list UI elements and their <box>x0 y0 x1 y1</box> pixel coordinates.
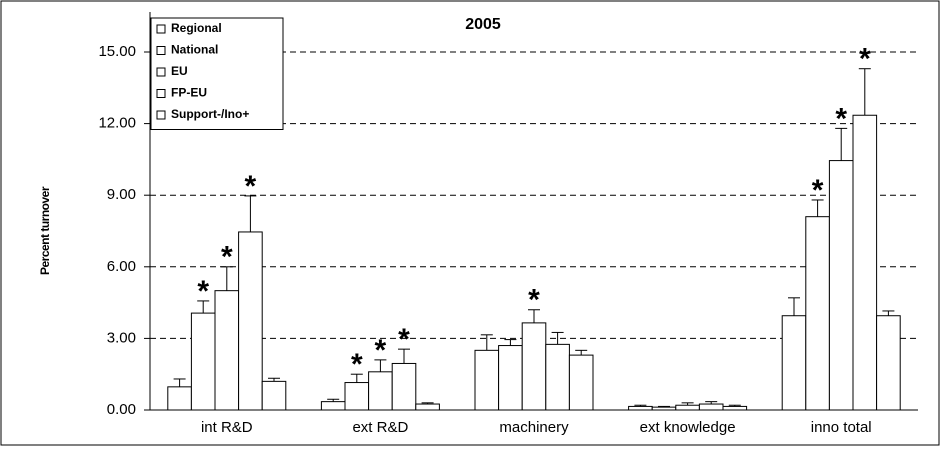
bar <box>238 231 263 411</box>
legend-label: Regional <box>171 21 222 35</box>
y-tick-label: 9.00 <box>107 186 136 203</box>
legend-swatch <box>156 110 166 120</box>
significance-mark: * <box>398 323 410 356</box>
significance-mark: * <box>859 43 871 76</box>
bar <box>415 403 440 411</box>
legend-swatch <box>156 89 166 98</box>
significance-mark: * <box>835 102 847 135</box>
legend-swatch <box>156 24 166 34</box>
bar <box>698 403 724 411</box>
significance-mark: * <box>351 348 363 381</box>
chart-title: 2005 <box>465 16 501 33</box>
significance-mark: * <box>197 275 209 308</box>
bar <box>521 322 547 411</box>
x-tick-label: machinery <box>499 419 569 436</box>
legend-label: EU <box>171 64 188 78</box>
bar <box>261 380 287 411</box>
bar <box>568 354 594 411</box>
bar <box>391 362 417 411</box>
bar <box>651 406 677 411</box>
legend-label: FP-EU <box>171 86 207 100</box>
bar <box>675 404 700 411</box>
legend-swatch <box>156 67 166 77</box>
bar <box>190 312 216 411</box>
bar <box>214 290 240 411</box>
y-tick-label: 12.00 <box>98 115 136 132</box>
bar <box>852 114 878 411</box>
bar <box>722 405 748 411</box>
y-tick-label: 6.00 <box>107 258 136 275</box>
bar <box>320 401 346 411</box>
significance-mark: * <box>812 174 824 207</box>
bar <box>545 343 570 411</box>
significance-mark: * <box>528 284 540 317</box>
bar <box>628 405 653 411</box>
bar <box>805 216 830 411</box>
significance-mark: * <box>375 334 387 367</box>
y-tick-label: 3.00 <box>107 329 136 346</box>
bar <box>498 345 523 411</box>
y-axis-label: Percent turnover <box>38 186 52 275</box>
significance-mark: * <box>245 170 257 203</box>
legend-swatch <box>156 46 166 55</box>
bar <box>474 349 500 411</box>
y-tick-label: 0.00 <box>107 401 136 418</box>
y-tick-label: 15.00 <box>98 43 136 60</box>
legend-label: National <box>171 43 218 57</box>
legend-box <box>150 17 284 130</box>
bar <box>781 315 807 411</box>
bar <box>344 382 370 411</box>
x-tick-label: inno total <box>811 419 872 436</box>
bar <box>828 160 854 411</box>
legend-label: Support-/Ino+ <box>171 107 249 121</box>
x-tick-label: ext knowledge <box>640 419 736 436</box>
x-tick-label: int R&D <box>201 419 253 436</box>
x-tick-label: ext R&D <box>352 419 408 436</box>
bar <box>167 386 192 411</box>
bar <box>876 315 901 411</box>
bar <box>368 371 393 411</box>
significance-mark: * <box>221 241 233 274</box>
